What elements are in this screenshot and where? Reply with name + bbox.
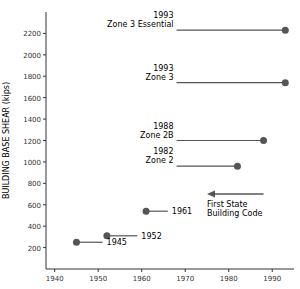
- segment-line: [107, 235, 137, 236]
- x-tick: [185, 269, 186, 272]
- dot: [234, 163, 241, 170]
- plot-area: [73, 27, 289, 246]
- y-axis-label: BUILDING BASE SHEAR (kips): [2, 82, 11, 199]
- segment-label: 1961: [172, 207, 192, 216]
- y-tick-label: 600: [28, 202, 41, 210]
- y-tick-label: 1600: [23, 95, 41, 103]
- y-tick: [43, 33, 46, 34]
- segment-label: 1993Zone 3 Essential: [107, 11, 173, 29]
- segment-line: [177, 30, 286, 31]
- segment-line: [177, 82, 286, 83]
- y-tick-label: 2000: [23, 52, 41, 60]
- y-tick-label: 400: [28, 223, 41, 231]
- x-axis-line: [46, 269, 294, 270]
- labels: 1945 1952 1961 1982Zone 2 1988Zone 2B 1993Zon…: [107, 11, 263, 247]
- x-tick: [54, 269, 55, 272]
- y-tick-label: 1400: [23, 116, 41, 124]
- dot: [282, 79, 289, 86]
- x-tick: [98, 269, 99, 272]
- axes: 200 400 600 800 1000 1200 1400 1600 1800 2000 2200…: [23, 12, 294, 283]
- y-tick-label: 2200: [23, 30, 41, 38]
- dot: [282, 27, 289, 34]
- y-tick-label: 800: [28, 180, 41, 188]
- y-tick: [43, 204, 46, 205]
- segment-label: 1988Zone 2B: [140, 122, 174, 140]
- dot: [260, 137, 267, 144]
- x-tick: [228, 269, 229, 272]
- x-tick-label: 1950: [89, 275, 107, 283]
- y-tick: [43, 247, 46, 248]
- x-tick-label: 1940: [46, 275, 64, 283]
- y-tick-label: 1200: [23, 138, 41, 146]
- x-tick-label: 1980: [220, 275, 238, 283]
- x-tick-label: 1960: [133, 275, 151, 283]
- arrow-label: First StateBuilding Code: [207, 200, 263, 218]
- x-tick-label: 1990: [263, 275, 281, 283]
- x-tick-label: 1970: [176, 275, 194, 283]
- y-tick: [43, 226, 46, 227]
- x-tick: [272, 269, 273, 272]
- y-tick-label: 1000: [23, 159, 41, 167]
- y-tick: [43, 76, 46, 77]
- y-tick-label: 1800: [23, 73, 41, 81]
- segment-line: [76, 242, 102, 243]
- arrow-shaft: [215, 193, 264, 194]
- segment-label: 1982Zone 2: [146, 147, 174, 165]
- segment-label: 1945: [107, 238, 127, 247]
- y-tick: [43, 140, 46, 141]
- segment-label: 1993Zone 3: [146, 64, 174, 82]
- y-tick: [43, 119, 46, 120]
- y-tick: [43, 183, 46, 184]
- dot: [73, 239, 80, 246]
- y-tick: [43, 54, 46, 55]
- x-tick: [141, 269, 142, 272]
- segment-line: [177, 140, 264, 141]
- segment-label: 1952: [141, 232, 161, 241]
- y-tick: [43, 97, 46, 98]
- chart: 200 400 600 800 1000 1200 1400 1600 1800 2000 2200…: [0, 0, 300, 289]
- y-tick: [43, 161, 46, 162]
- arrow-head: [207, 191, 215, 198]
- y-tick-label: 200: [28, 245, 41, 253]
- dot: [143, 208, 150, 215]
- segment-line: [177, 166, 238, 167]
